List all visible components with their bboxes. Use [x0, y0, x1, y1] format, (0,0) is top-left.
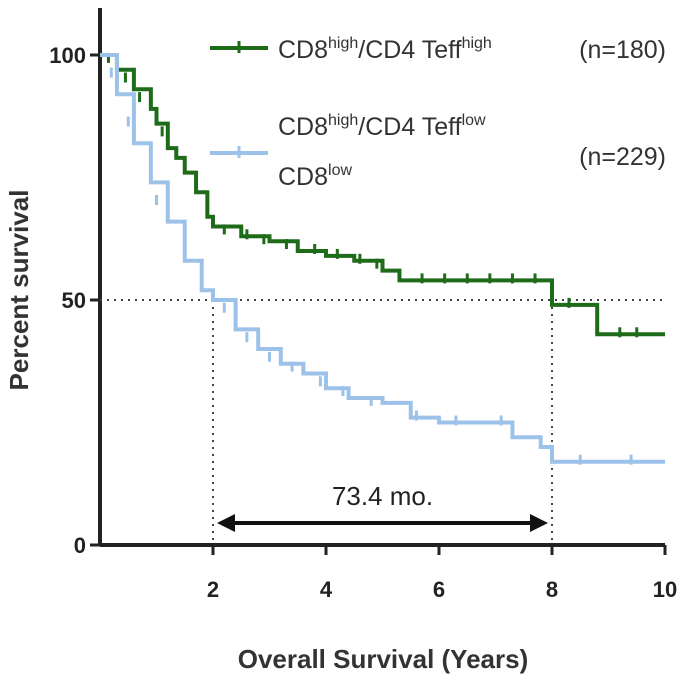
annotation-arrowhead-right [530, 513, 548, 532]
legend-label-1-part-0: CD8 [278, 113, 328, 141]
legend-label-1-line2: CD8low [278, 162, 352, 191]
y-axis-title: Percent survival [4, 190, 34, 391]
x-tick-label-10: 10 [653, 577, 677, 602]
legend-label-1-part-2: /CD4 Teff [358, 113, 461, 141]
legend-label-0: CD8high/CD4 Teffhigh [278, 35, 492, 64]
legend-n-1: (n=229) [579, 143, 666, 171]
x-axis-title: Overall Survival (Years) [238, 644, 529, 674]
legend-label-1-part-1: high [328, 112, 358, 129]
y-tick-label-50: 50 [62, 288, 86, 313]
legend-label-0-part-1: high [328, 35, 358, 52]
x-tick-label-4: 4 [320, 577, 333, 602]
legend-label-0-part-0: CD8 [278, 36, 328, 64]
x-tick-label-6: 6 [433, 577, 445, 602]
legend-label-1: CD8high/CD4 Tefflow [278, 112, 486, 141]
x-tick-label-2: 2 [207, 577, 219, 602]
legend-label-0-part-3: high [462, 35, 492, 52]
legend-label-1-line2-part-1: low [328, 162, 352, 179]
y-tick-label-0: 0 [74, 533, 86, 558]
x-tick-label-8: 8 [546, 577, 558, 602]
legend-n-0: (n=180) [579, 36, 666, 64]
plot-area: 0 50 100 2 4 6 8 10 73.4 mo. [49, 8, 677, 602]
annotation-arrowhead-left [217, 513, 235, 532]
legend-label-1-part-3: low [462, 112, 486, 129]
y-tick-label-100: 100 [49, 43, 86, 68]
legend: CD8high/CD4 Teffhigh (n=180)CD8high/CD4 T… [210, 35, 666, 191]
legend-label-1-line2-part-0: CD8 [278, 163, 328, 191]
legend-label-0-part-2: /CD4 Teff [358, 36, 461, 64]
annotation-label: 73.4 mo. [332, 481, 433, 511]
series-line-0 [100, 53, 665, 337]
